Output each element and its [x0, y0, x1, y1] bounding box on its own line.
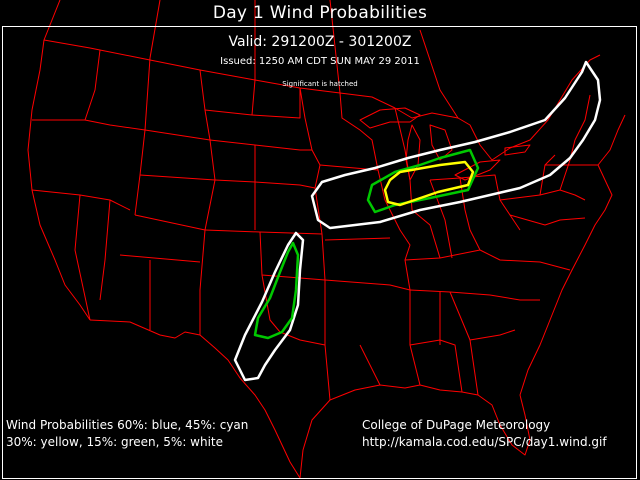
credit-url[interactable]: http://kamala.cod.edu/SPC/day1.wind.gif	[362, 435, 607, 449]
prob-5-north	[310, 60, 602, 230]
lake-michigan	[405, 124, 421, 181]
lake-superior	[359, 107, 421, 129]
hatch-note: Significant is hatched	[282, 80, 358, 88]
legend-line-1: Wind Probabilities 60%: blue, 45%: cyan	[6, 418, 249, 432]
valid-period: Valid: 291200Z - 301200Z	[228, 34, 412, 50]
prob-5-south	[233, 231, 305, 382]
prob-30-north	[383, 160, 475, 207]
page-title: Day 1 Wind Probabilities	[212, 3, 428, 23]
border-canada-east	[394, 54, 601, 161]
state-boundaries	[27, 0, 626, 479]
coast-gulf	[299, 384, 531, 479]
issued-time: Issued: 1250 AM CDT SUN MAY 29 2011	[220, 56, 420, 67]
credit-line-1: College of DuPage Meteorology	[362, 418, 551, 432]
lake-huron	[429, 124, 453, 161]
legend-line-2: 30%: yellow, 15%: green, 5%: white	[6, 435, 224, 449]
map-frame	[2, 26, 637, 479]
coast-atlantic	[519, 114, 626, 396]
lake-ontario	[504, 144, 531, 156]
prob-15-north	[366, 148, 480, 214]
border-mexico	[89, 319, 301, 479]
coast-pacific	[27, 39, 91, 321]
prob-15-south	[253, 241, 300, 340]
